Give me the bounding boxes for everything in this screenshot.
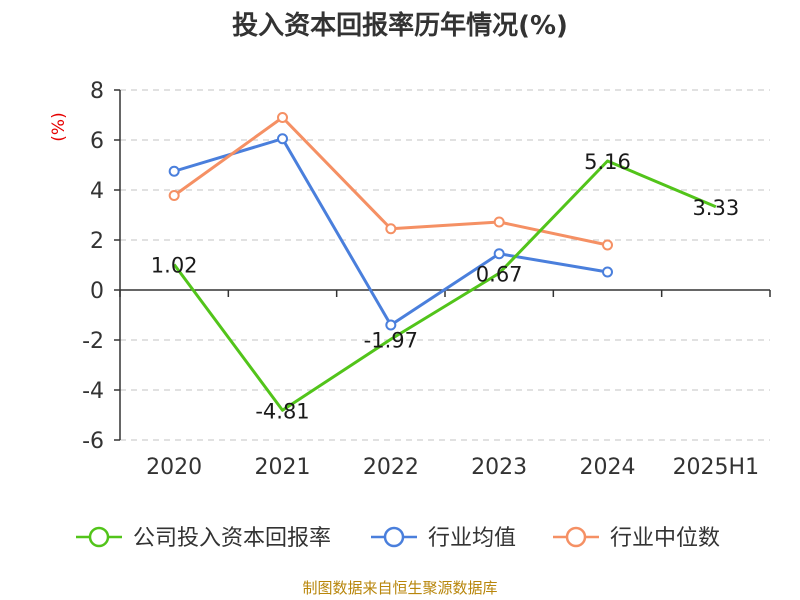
series-point-2 (602, 266, 613, 278)
data-label: -4.81 (255, 399, 309, 423)
series-point-3 (602, 239, 613, 251)
grid-lines (120, 89, 770, 441)
y-tick-label: -2 (82, 329, 104, 354)
data-labels: 1.02 -4.81 -1.97 0.67 5.16 3.33 (151, 150, 739, 423)
y-tick-label: -6 (82, 429, 104, 454)
series-point-2 (277, 133, 288, 145)
y-tick-labels: -6 -4 -2 0 2 4 6 8 (82, 79, 104, 454)
data-label: 0.67 (476, 262, 523, 286)
series-point-3 (493, 216, 505, 228)
x-tick-label: 2020 (146, 455, 202, 480)
x-tick-label: 2024 (580, 455, 636, 480)
x-tick-label: 2022 (363, 455, 419, 480)
y-tick-label: 4 (90, 179, 104, 204)
legend-label: 行业均值 (428, 526, 516, 551)
data-label: 3.33 (692, 196, 739, 220)
data-label: -1.97 (364, 328, 418, 352)
series-point-2 (493, 248, 505, 260)
series-point-2 (168, 165, 180, 177)
legend-label: 公司投入资本回报率 (133, 526, 331, 551)
chart-title: 投入资本回报率历年情况(%) (232, 10, 568, 41)
legend-marker (383, 526, 405, 548)
series-point-3 (168, 190, 180, 201)
y-tick-label: 0 (90, 279, 104, 304)
series-line-1 (172, 159, 717, 412)
axes (114, 89, 771, 441)
y-tick-label: 8 (90, 79, 104, 104)
x-tick-label: 2025H1 (673, 455, 760, 480)
y-axis-unit-label: (%) (49, 112, 69, 141)
series-point-3 (385, 223, 397, 235)
x-tick-label: 2023 (471, 455, 527, 480)
legend: 公司投入资本回报率 行业均值 行业中位数 (76, 526, 720, 551)
series-point-2 (385, 319, 397, 331)
data-label: 5.16 (584, 150, 631, 174)
x-tick-label: 2021 (255, 455, 311, 480)
legend-marker (565, 526, 587, 548)
y-tick-label: -4 (82, 379, 104, 404)
legend-label: 行业中位数 (610, 526, 720, 551)
source-note: 制图数据来自恒生聚源数据库 (302, 579, 497, 597)
series-lines (172, 116, 717, 412)
y-tick-label: 2 (90, 229, 104, 254)
x-tick-labels: 2020 2021 2022 2023 2024 2025H1 (146, 455, 759, 480)
series-point-3 (277, 112, 288, 123)
y-tick-label: 6 (90, 129, 104, 154)
data-label: 1.02 (151, 254, 198, 278)
legend-marker (88, 526, 110, 548)
series-points (168, 112, 613, 331)
